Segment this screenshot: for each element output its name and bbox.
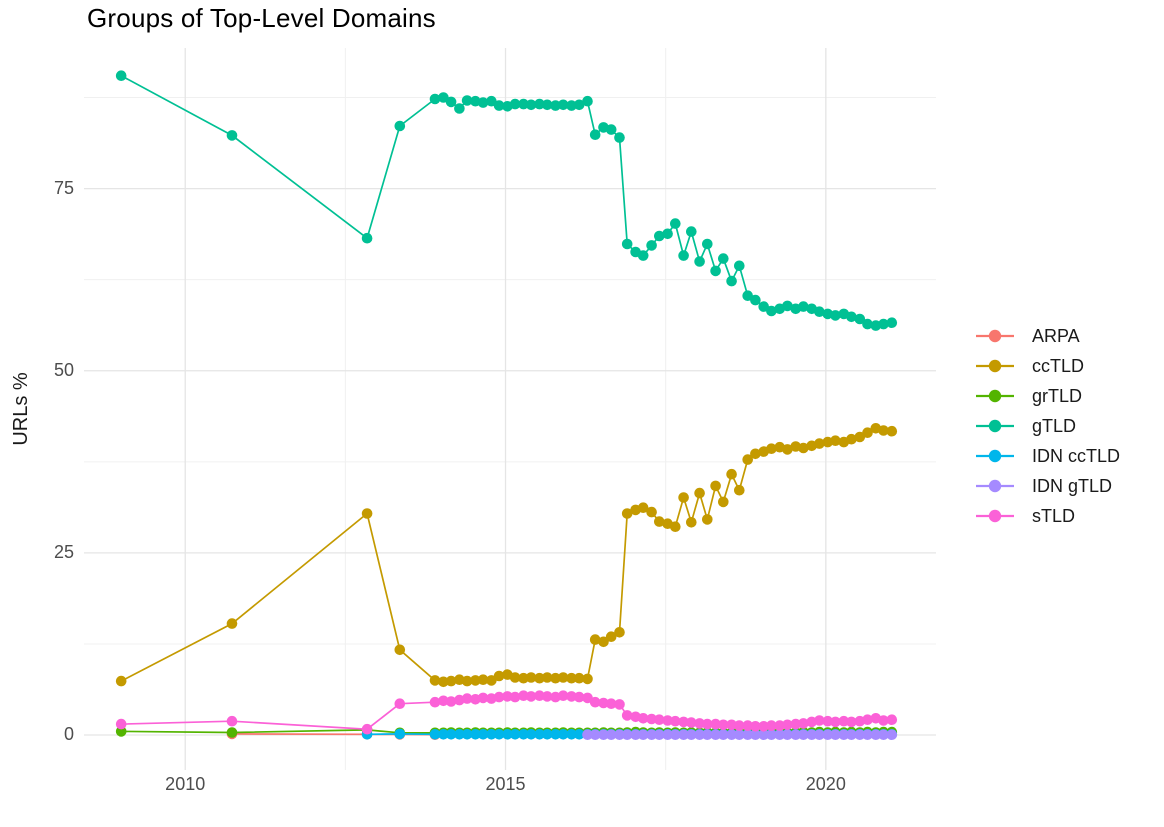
y-tick-label-75: 75 bbox=[53, 177, 74, 198]
legend-item-idn-gtld: IDN gTLD bbox=[974, 471, 1120, 501]
legend-label: gTLD bbox=[1032, 415, 1077, 436]
y-tick-label-0: 0 bbox=[63, 724, 74, 745]
legend-item-arpa: ARPA bbox=[974, 321, 1120, 351]
legend-item-grtld: grTLD bbox=[974, 381, 1120, 411]
legend-key-icon bbox=[976, 419, 1014, 433]
x-tick-label-2010: 2010 bbox=[165, 774, 206, 794]
legend-key-icon bbox=[976, 479, 1014, 493]
x-tick-label-2015: 2015 bbox=[485, 774, 526, 794]
legend-key-icon bbox=[976, 449, 1014, 463]
legend-item-idn-cctld: IDN ccTLD bbox=[974, 441, 1120, 471]
legend-label: ccTLD bbox=[1032, 355, 1085, 376]
legend-label: IDN ccTLD bbox=[1032, 445, 1121, 466]
y-tick-label-50: 50 bbox=[53, 359, 74, 380]
legend-label: IDN gTLD bbox=[1032, 475, 1113, 496]
legend-item-gtld: gTLD bbox=[974, 411, 1120, 441]
y-tick-label-25: 25 bbox=[53, 541, 74, 562]
legend-key-icon bbox=[976, 359, 1014, 373]
legend-key-icon bbox=[976, 509, 1014, 523]
legend-item-stld: sTLD bbox=[974, 501, 1120, 531]
legend-label: sTLD bbox=[1032, 505, 1076, 526]
legend-label: grTLD bbox=[1032, 385, 1083, 406]
legend-key-icon bbox=[976, 329, 1014, 343]
legend-label: ARPA bbox=[1032, 325, 1080, 346]
x-tick-label-2020: 2020 bbox=[805, 774, 846, 794]
legend-item-cctld: ccTLD bbox=[974, 351, 1120, 381]
legend-key-icon bbox=[976, 389, 1014, 403]
legend: ARPA ccTLD grTLD gTLD bbox=[974, 321, 1120, 531]
chart-title: Groups of Top-Level Domains bbox=[87, 3, 436, 33]
